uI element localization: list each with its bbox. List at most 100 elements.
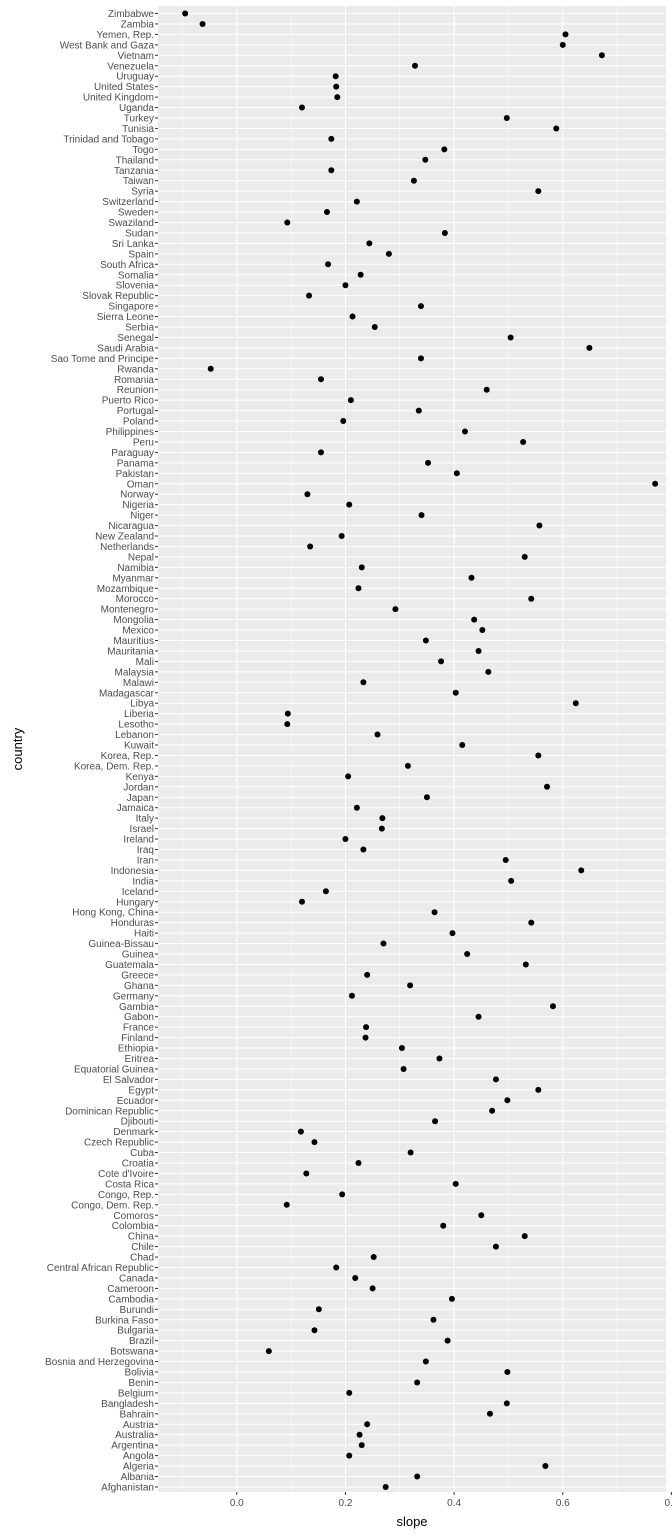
y-tick-label: Paraguay: [111, 448, 154, 459]
y-tick-label: Ethiopia: [118, 1044, 155, 1055]
data-point: [471, 616, 478, 623]
data-point: [363, 1024, 370, 1031]
data-point: [323, 209, 330, 216]
y-tick-label: Angola: [123, 1451, 155, 1462]
y-tick-label: Mozambique: [97, 584, 155, 595]
data-point: [475, 647, 482, 654]
y-tick-label: Kenya: [126, 772, 155, 783]
y-tick-label: Pakistan: [116, 469, 154, 480]
data-point: [449, 930, 456, 937]
data-point: [598, 52, 605, 59]
y-tick-label: Iraq: [137, 845, 154, 856]
data-point: [328, 135, 335, 142]
data-point: [356, 1431, 363, 1438]
data-point: [265, 1348, 272, 1355]
y-tick-label: Sweden: [118, 208, 154, 219]
x-axis-ticks: 0.0 0.2 0.4 0.6 0.8: [230, 1492, 672, 1509]
data-point: [348, 992, 355, 999]
y-tick-label: Uganda: [119, 103, 154, 114]
y-tick-label: Sri Lanka: [112, 239, 155, 250]
y-tick-label: Kuwait: [124, 741, 154, 752]
data-point: [440, 1222, 447, 1229]
y-tick-label: Chile: [131, 1242, 154, 1253]
y-tick-label: Puerto Rico: [102, 396, 155, 407]
y-tick-label: Nepal: [128, 552, 154, 563]
data-point: [414, 1473, 421, 1480]
data-point: [315, 1306, 322, 1313]
data-point: [468, 574, 475, 581]
data-point: [307, 543, 314, 550]
data-point: [333, 83, 340, 90]
y-tick-label: Afghanistan: [101, 1482, 154, 1493]
y-tick-label: Gabon: [124, 1012, 154, 1023]
y-tick-label: Belgium: [118, 1388, 154, 1399]
data-point: [385, 250, 392, 257]
data-point: [535, 188, 542, 195]
y-tick-label: South Africa: [100, 260, 154, 271]
y-tick-label: Jamaica: [117, 803, 155, 814]
data-point: [461, 428, 468, 435]
data-points: [182, 10, 659, 1490]
y-tick-label: Reunion: [117, 385, 154, 396]
y-tick-label: Liberia: [124, 709, 154, 720]
data-point: [422, 1358, 429, 1365]
data-point: [572, 700, 579, 707]
data-point: [452, 1180, 459, 1187]
data-point: [432, 1118, 439, 1125]
data-point: [448, 1295, 455, 1302]
y-tick-label: Mongolia: [113, 615, 154, 626]
data-point: [520, 438, 527, 445]
data-point: [504, 1369, 511, 1375]
y-tick-label: Burundi: [120, 1305, 154, 1316]
y-tick-label: Germany: [113, 991, 154, 1002]
y-tick-label: Panama: [117, 458, 155, 469]
y-tick-label: Hungary: [116, 897, 154, 908]
y-tick-label: Benin: [128, 1378, 154, 1389]
plot-panel: [158, 6, 666, 1492]
data-point: [355, 1160, 362, 1166]
y-tick-label: El Salvador: [103, 1075, 155, 1086]
y-tick-label: Croatia: [122, 1159, 155, 1170]
y-tick-label: Bulgaria: [117, 1326, 154, 1337]
data-point: [502, 856, 509, 863]
data-point: [322, 888, 329, 895]
data-point: [492, 1076, 499, 1083]
data-point: [430, 1316, 437, 1323]
data-point: [528, 919, 535, 926]
y-tick-label: Argentina: [111, 1441, 154, 1452]
data-point: [182, 10, 189, 17]
y-tick-label: Norway: [120, 490, 154, 501]
y-tick-label: Egypt: [128, 1085, 154, 1096]
data-point: [418, 512, 425, 519]
data-point: [358, 1442, 365, 1449]
data-point: [559, 41, 566, 48]
y-tick-label: United States: [94, 82, 154, 93]
y-tick-label: Guinea: [122, 950, 155, 961]
y-tick-label: Lebanon: [115, 730, 154, 741]
data-point: [284, 721, 291, 728]
data-point: [542, 1463, 549, 1470]
data-point: [522, 961, 529, 968]
data-point: [352, 1274, 359, 1281]
y-tick-label: Australia: [115, 1430, 154, 1441]
y-tick-label: Serbia: [125, 323, 154, 334]
data-point: [407, 1149, 414, 1156]
y-tick-label: Rwanda: [117, 364, 154, 375]
data-point: [339, 1191, 346, 1198]
y-tick-label: Syria: [131, 187, 154, 198]
y-tick-label: Albania: [121, 1472, 155, 1483]
y-tick-label: Saudi Arabia: [97, 343, 154, 354]
y-tick-label: Cambodia: [108, 1294, 154, 1305]
y-tick-label: Tunisia: [122, 124, 154, 135]
data-point: [410, 177, 417, 184]
y-tick-label: Senegal: [117, 333, 154, 344]
x-tick-label: 0.2: [338, 1498, 352, 1509]
data-point: [464, 951, 471, 957]
data-point: [366, 240, 373, 247]
y-tick-label: Iceland: [122, 887, 154, 898]
data-point: [452, 689, 459, 696]
data-point: [562, 31, 569, 38]
y-tick-label: Sao Tome and Principe: [51, 354, 155, 365]
data-point: [298, 104, 305, 111]
data-point: [535, 1086, 542, 1093]
